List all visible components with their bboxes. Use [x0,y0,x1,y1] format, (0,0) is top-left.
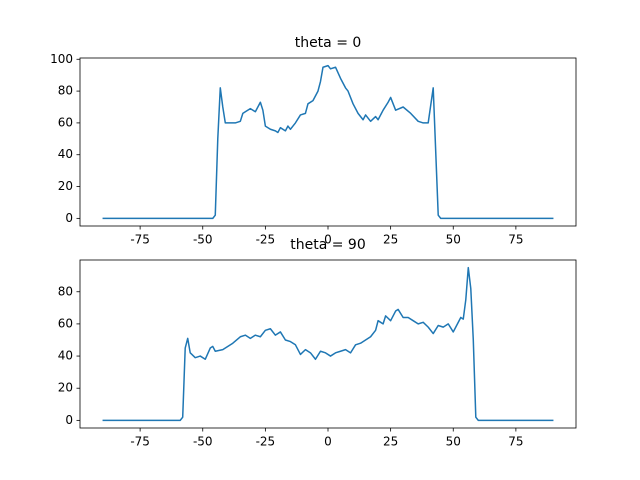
y-tick-label: 100 [50,52,73,66]
chart-title: theta = 90 [290,237,366,253]
y-tick-label: 0 [65,413,73,427]
y-tick-label: 40 [58,147,73,161]
y-tick-label: 80 [58,284,73,298]
x-tick-label: -50 [193,435,213,449]
data-line [102,64,554,220]
y-tick-label: 80 [58,84,73,98]
x-tick-label: 25 [383,435,398,449]
x-tick-label: 75 [508,435,523,449]
x-tick-label: 50 [446,233,461,247]
x-tick-label: 0 [324,233,332,247]
x-tick-label: 0 [324,435,332,449]
y-tick-label: 0 [65,211,73,225]
y-tick-label: 40 [58,349,73,363]
x-tick-label: -25 [256,435,276,449]
x-tick-label: -25 [256,233,276,247]
y-tick-label: 20 [58,179,73,193]
x-tick-label: 25 [383,233,398,247]
axes-frame [79,57,577,227]
y-tick-label: 20 [58,381,73,395]
data-line [102,266,554,422]
x-tick-label: -75 [130,233,150,247]
x-tick-label: 50 [446,435,461,449]
y-tick-label: 60 [58,316,73,330]
y-tick-label: 60 [58,115,73,129]
x-tick-label: -50 [193,233,213,247]
axes-frame [79,259,577,429]
chart-title: theta = 0 [295,35,362,51]
x-tick-label: -75 [130,435,150,449]
x-tick-label: 75 [508,233,523,247]
